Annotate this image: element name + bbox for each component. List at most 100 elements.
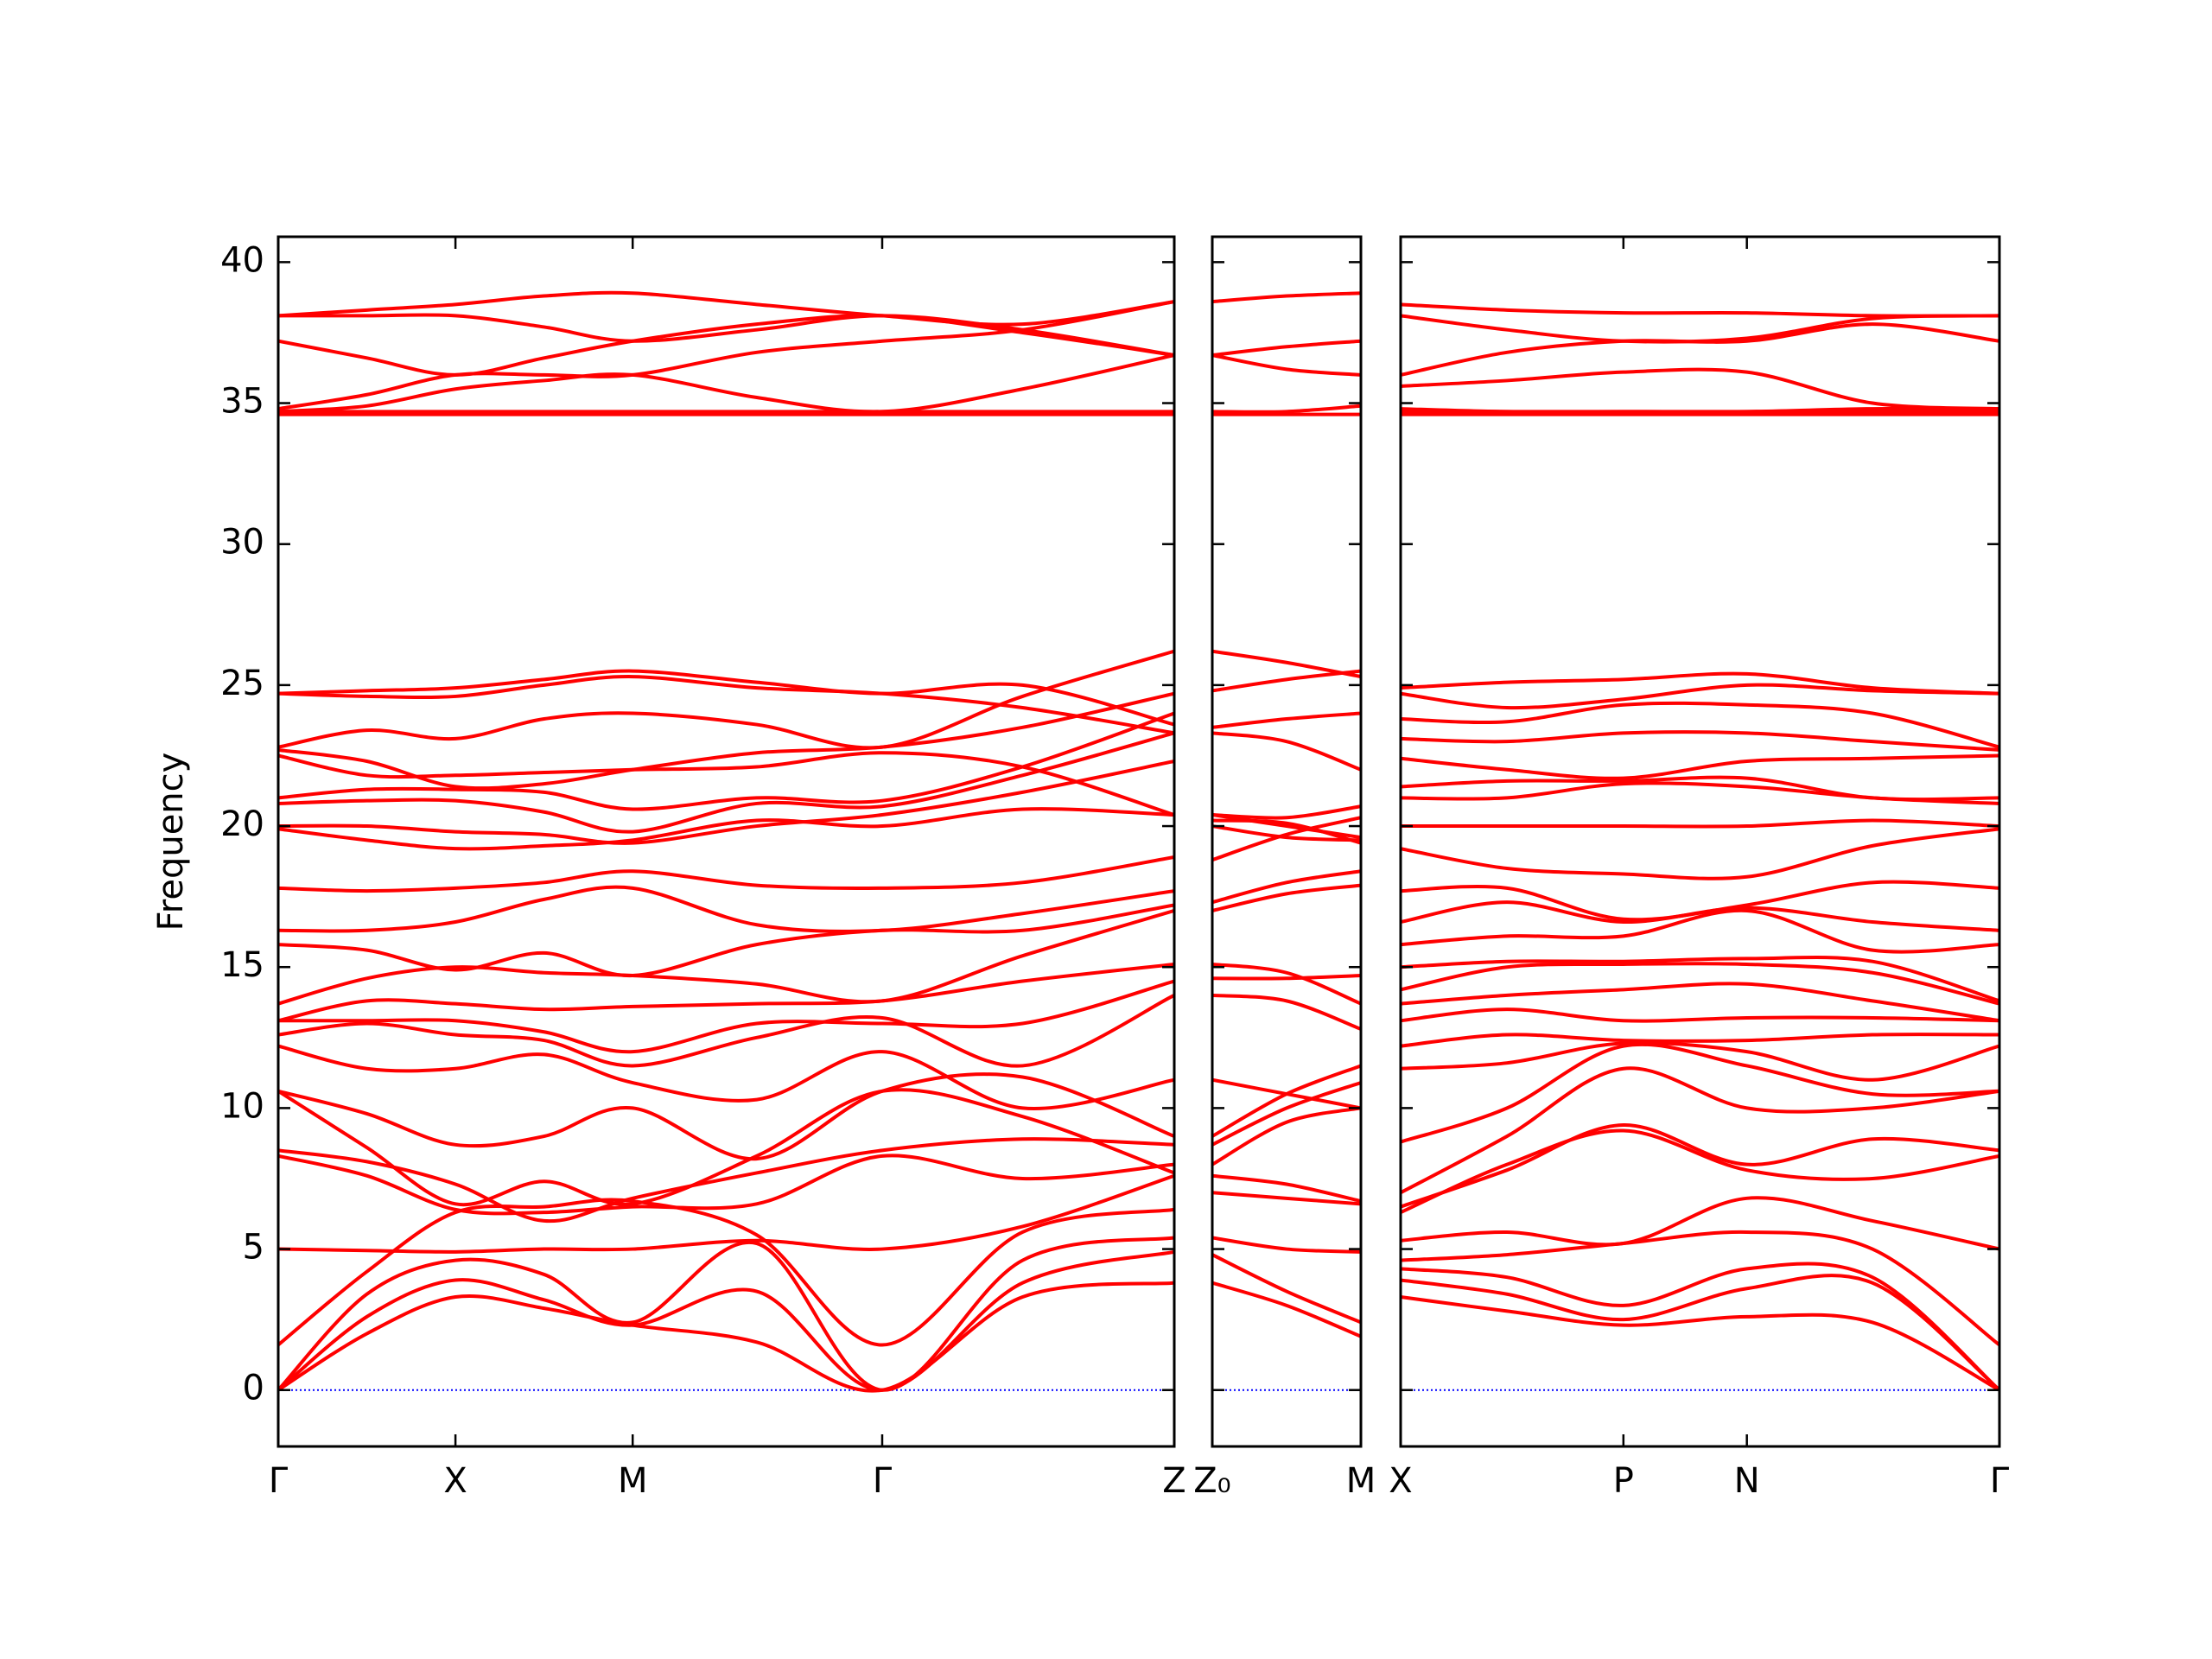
band-line <box>1212 711 1361 729</box>
band-line <box>1401 1066 1999 1195</box>
x-tick-label: X <box>1389 1461 1412 1501</box>
band-line <box>1401 880 1999 922</box>
band-line <box>278 1137 1174 1224</box>
band-line <box>278 807 1174 851</box>
band-line <box>1401 753 1999 780</box>
band-line <box>1212 1077 1361 1110</box>
axes-frame <box>276 235 1176 1448</box>
x-tick-label: P <box>1613 1461 1634 1501</box>
band-line <box>1212 1173 1361 1204</box>
band-line <box>1212 731 1361 772</box>
y-tick-label: 25 <box>220 664 264 703</box>
band-line <box>1212 869 1361 905</box>
band-line <box>278 1154 1174 1216</box>
x-tick-label: M <box>1346 1461 1376 1501</box>
band-line <box>1401 1128 1999 1214</box>
band-line <box>1401 908 1999 954</box>
band-line <box>1212 1236 1361 1254</box>
band-line <box>278 711 1174 811</box>
band-line <box>278 1072 1174 1161</box>
band-line <box>1212 804 1361 820</box>
axes-frame <box>1399 235 2001 1448</box>
band-line <box>1401 1042 1999 1144</box>
band-line <box>1212 974 1361 981</box>
y-tick-label: 0 <box>243 1369 264 1408</box>
band-line <box>1401 314 1999 344</box>
band-line <box>1212 404 1361 414</box>
band-line <box>278 1173 1174 1254</box>
band-line <box>278 669 1174 727</box>
band-line <box>278 313 1174 358</box>
band-line <box>278 751 1174 817</box>
band-line <box>278 994 1174 1068</box>
y-axis-label: Frequency <box>151 753 191 931</box>
band-line <box>1401 302 1999 318</box>
band-line <box>278 962 1174 1023</box>
band-line <box>1401 1122 1999 1209</box>
y-tick-label: 35 <box>220 382 264 422</box>
band-line <box>278 1044 1174 1110</box>
band-line <box>1401 367 1999 411</box>
band-line <box>1212 1253 1361 1325</box>
band-line <box>1212 1191 1361 1206</box>
band-line <box>278 290 1174 327</box>
y-tick-label: 40 <box>220 240 264 280</box>
band-line <box>1212 291 1361 304</box>
band-line <box>278 1088 1174 1207</box>
band-line <box>278 1281 1174 1393</box>
band-line <box>278 903 1174 978</box>
band-line <box>1401 982 1999 1023</box>
band-line <box>1401 1033 1999 1048</box>
band-line <box>278 855 1174 893</box>
band-line <box>1401 683 1999 710</box>
band-line <box>1401 1274 1999 1392</box>
band-line <box>278 909 1174 1006</box>
x-tick-label: N <box>1734 1461 1760 1501</box>
band-line <box>278 314 1174 377</box>
band-line <box>1401 406 1999 414</box>
band-line <box>278 1236 1174 1392</box>
band-line <box>1212 993 1361 1031</box>
plot-area <box>1212 291 1361 1391</box>
band-line <box>278 691 1174 791</box>
x-tick-label: Z <box>1162 1461 1185 1501</box>
band-line <box>278 760 1174 845</box>
band-line <box>1212 883 1361 912</box>
band-line <box>1401 962 1999 1006</box>
plot-area <box>278 290 1174 1393</box>
band-line <box>278 353 1174 414</box>
y-tick-label: 30 <box>220 523 264 563</box>
band-line <box>1212 353 1361 377</box>
band-line <box>1401 775 1999 802</box>
band-line <box>1401 671 1999 696</box>
band-line <box>1212 816 1361 862</box>
band-line <box>1212 1064 1361 1138</box>
band-line <box>1212 962 1361 1006</box>
axes-frame <box>1211 235 1363 1448</box>
band-line <box>278 1249 1174 1392</box>
band-line <box>1212 1281 1361 1338</box>
plot-area <box>1401 302 1999 1392</box>
band-line <box>1401 1196 1999 1251</box>
band-line <box>1401 955 1999 1003</box>
band-line <box>278 979 1174 1054</box>
band-line <box>1401 1007 1999 1023</box>
y-tick-label: 5 <box>243 1228 264 1268</box>
band-line <box>1212 1106 1361 1166</box>
band-line <box>278 649 1174 750</box>
band-line <box>1212 339 1361 358</box>
band-line <box>278 675 1174 735</box>
y-tick-label: 20 <box>220 804 264 844</box>
x-tick-label: M <box>618 1461 648 1501</box>
band-line <box>1212 818 1361 845</box>
band-line <box>1212 1081 1361 1147</box>
band-line <box>1212 649 1361 679</box>
x-tick-label: Γ <box>269 1461 289 1501</box>
band-line <box>1401 322 1999 377</box>
x-tick-label: Γ <box>873 1461 893 1501</box>
y-tick-label: 15 <box>220 945 264 985</box>
band-line <box>1401 1295 1999 1392</box>
band-line <box>1401 1230 1999 1347</box>
